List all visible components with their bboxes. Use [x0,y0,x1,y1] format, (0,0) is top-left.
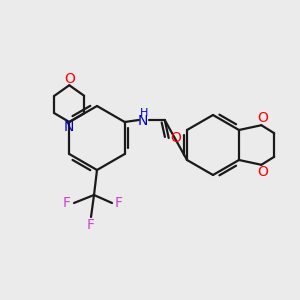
Text: F: F [63,196,71,210]
Text: N: N [137,114,148,128]
Text: O: O [64,72,75,86]
Text: O: O [257,165,268,179]
Text: F: F [115,196,123,210]
Text: O: O [170,131,181,145]
Text: O: O [257,111,268,125]
Text: F: F [87,218,95,232]
Text: H: H [140,108,148,118]
Text: N: N [64,120,74,134]
